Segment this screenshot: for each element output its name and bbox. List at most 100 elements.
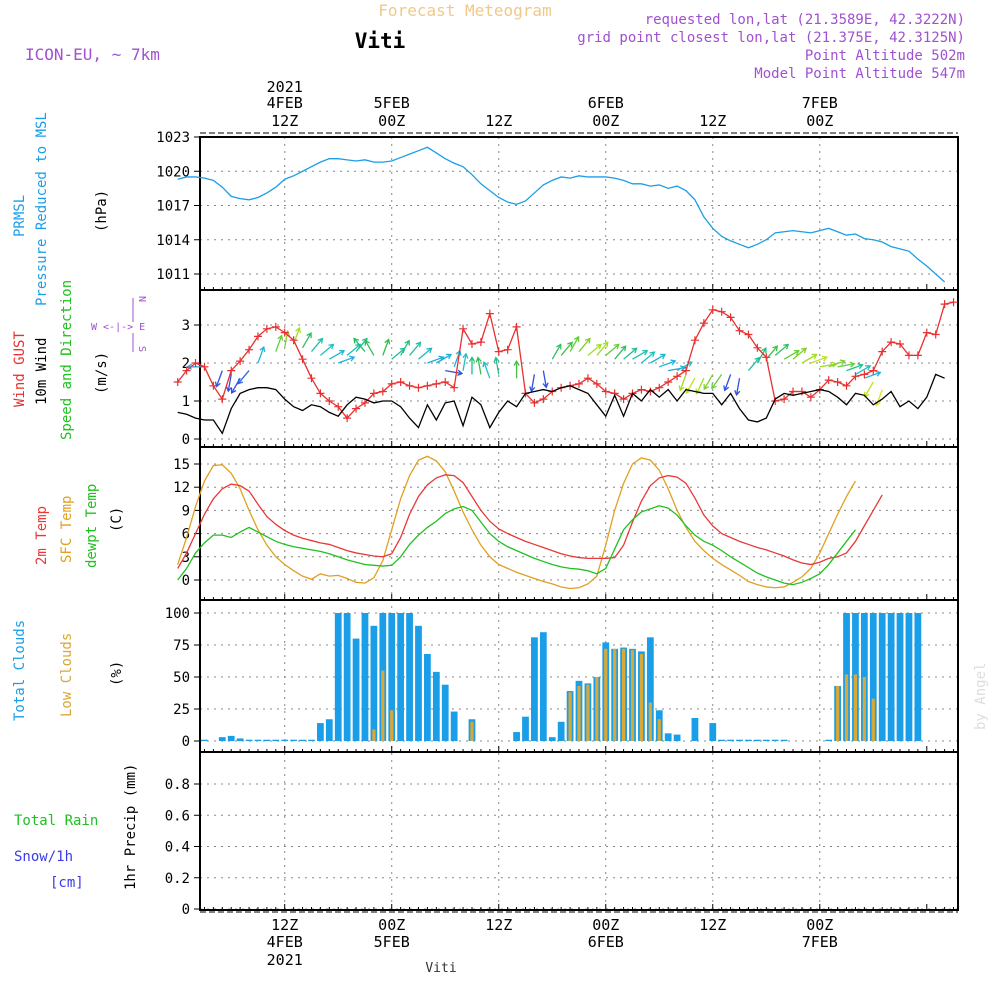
wind-arrow	[215, 370, 223, 387]
wind-arrow-head	[237, 378, 244, 385]
gust-point	[316, 389, 325, 398]
low-cloud-bar	[372, 729, 376, 741]
wind-arrow	[756, 347, 767, 364]
gust-point	[343, 414, 352, 423]
wind-arrow	[864, 371, 881, 379]
gust-point	[682, 366, 691, 375]
wind-arrow	[783, 350, 800, 360]
wind-arrow	[391, 347, 406, 360]
total-cloud-bar	[745, 739, 752, 741]
low-cloud-bar	[844, 674, 849, 741]
top-tick-label: 12Z	[485, 112, 512, 130]
wind-arrow-head	[529, 386, 536, 393]
gust-point	[708, 305, 717, 314]
wind-arrow	[477, 357, 482, 375]
gust-point	[753, 343, 762, 352]
gust-point	[485, 309, 494, 318]
bottom-tick-label: 6FEB	[588, 933, 624, 951]
wind-arrow	[542, 370, 547, 388]
gust-point	[182, 366, 191, 375]
wind-arrow	[400, 340, 410, 356]
compass-s: S	[136, 346, 147, 352]
wind-arrow-head	[259, 345, 266, 353]
wind-arrow	[735, 378, 741, 396]
gridpoint-coords: grid point closest lon,lat (21.375E, 42.…	[577, 30, 965, 46]
bottom-tick-label: 5FEB	[374, 933, 410, 951]
wind-arrow-head	[821, 355, 829, 362]
wind-arrow-head	[584, 337, 591, 344]
gust-point	[450, 383, 459, 392]
ytick-label-wind: 1	[182, 394, 190, 410]
gust-point	[476, 338, 485, 347]
gust-point	[512, 322, 521, 331]
total-cloud-bar	[201, 739, 208, 741]
footer-station: Viti	[425, 961, 456, 976]
wind-arrow-head	[384, 338, 391, 345]
total-cloud-bar	[406, 613, 413, 741]
wind-arrow-head	[613, 343, 620, 350]
gust-point	[218, 395, 227, 404]
gust-point	[896, 340, 905, 348]
total-cloud-bar	[673, 734, 681, 741]
total-cloud-bar	[218, 737, 226, 741]
wind-arrow-head	[811, 353, 818, 360]
wind-arrow-head	[404, 339, 410, 346]
gust-point	[904, 351, 913, 360]
wind-arrow	[641, 351, 655, 364]
gust-point	[940, 300, 949, 309]
gust-point	[530, 398, 539, 407]
pressure-label-2: Pressure Reduced to MSL	[34, 112, 50, 306]
wind-arrow-head	[462, 352, 469, 359]
wind-arrow-head	[475, 356, 482, 363]
wind-arrow	[679, 374, 687, 391]
wind-arrow-head	[680, 365, 687, 372]
wind-arrow	[227, 374, 232, 392]
gust-point	[824, 376, 833, 385]
wind-arrow-head	[857, 363, 864, 370]
wind-arrow	[864, 381, 874, 398]
wind-arrow	[319, 343, 334, 356]
bottom-tick-label: 00Z	[378, 916, 405, 934]
wind-arrow	[605, 343, 620, 356]
ytick-label-wind: 3	[182, 318, 190, 334]
total-cloud-bar	[727, 739, 734, 741]
gust-point	[173, 378, 182, 386]
low-cloud-bar	[853, 674, 858, 741]
gust-point	[200, 362, 209, 371]
ytick-label-pressure: 1020	[156, 164, 190, 180]
requested-coords: requested lon,lat (21.3589E, 42.3222N)	[645, 12, 965, 28]
low-cloud-bar	[630, 650, 635, 741]
ytick-label-pressure: 1017	[156, 199, 190, 215]
wind-arrow-head	[446, 353, 453, 360]
panel-frame-pressure	[199, 136, 959, 291]
panel-frame-precip	[199, 751, 959, 911]
gust-point	[789, 387, 798, 396]
gust-point	[583, 374, 592, 383]
top-tick-label: 12Z	[271, 112, 298, 130]
gust-point	[325, 397, 334, 405]
pressure-line	[177, 146, 946, 283]
ytick-label-precip: 0.6	[165, 808, 190, 824]
wind-arrow-head	[513, 359, 520, 366]
wind-arrow-head	[426, 347, 433, 354]
wind-arrow	[257, 346, 265, 364]
total-cloud-bar	[432, 671, 440, 741]
compass-n: N	[136, 296, 147, 302]
gust-point	[744, 330, 753, 339]
low-cloud-bar	[604, 648, 608, 741]
top-tick-label: 4FEB	[267, 94, 303, 112]
total-cloud-bar	[343, 613, 351, 741]
wind-arrow	[676, 361, 693, 372]
low-cloud-bar	[621, 648, 626, 741]
wind-arrow-head	[649, 351, 656, 358]
wind-arrow-head	[230, 387, 237, 395]
data-series	[173, 146, 958, 741]
watermark: by Angel	[973, 663, 989, 730]
total-cloud-bar	[308, 739, 315, 741]
ytick-label-temp: 3	[182, 550, 190, 566]
wind-arrow	[275, 335, 283, 352]
gust-point	[806, 393, 815, 402]
low-cloud-bar	[871, 698, 875, 741]
wind-arrow-head	[874, 400, 881, 407]
wind-arrow-head	[364, 339, 371, 346]
